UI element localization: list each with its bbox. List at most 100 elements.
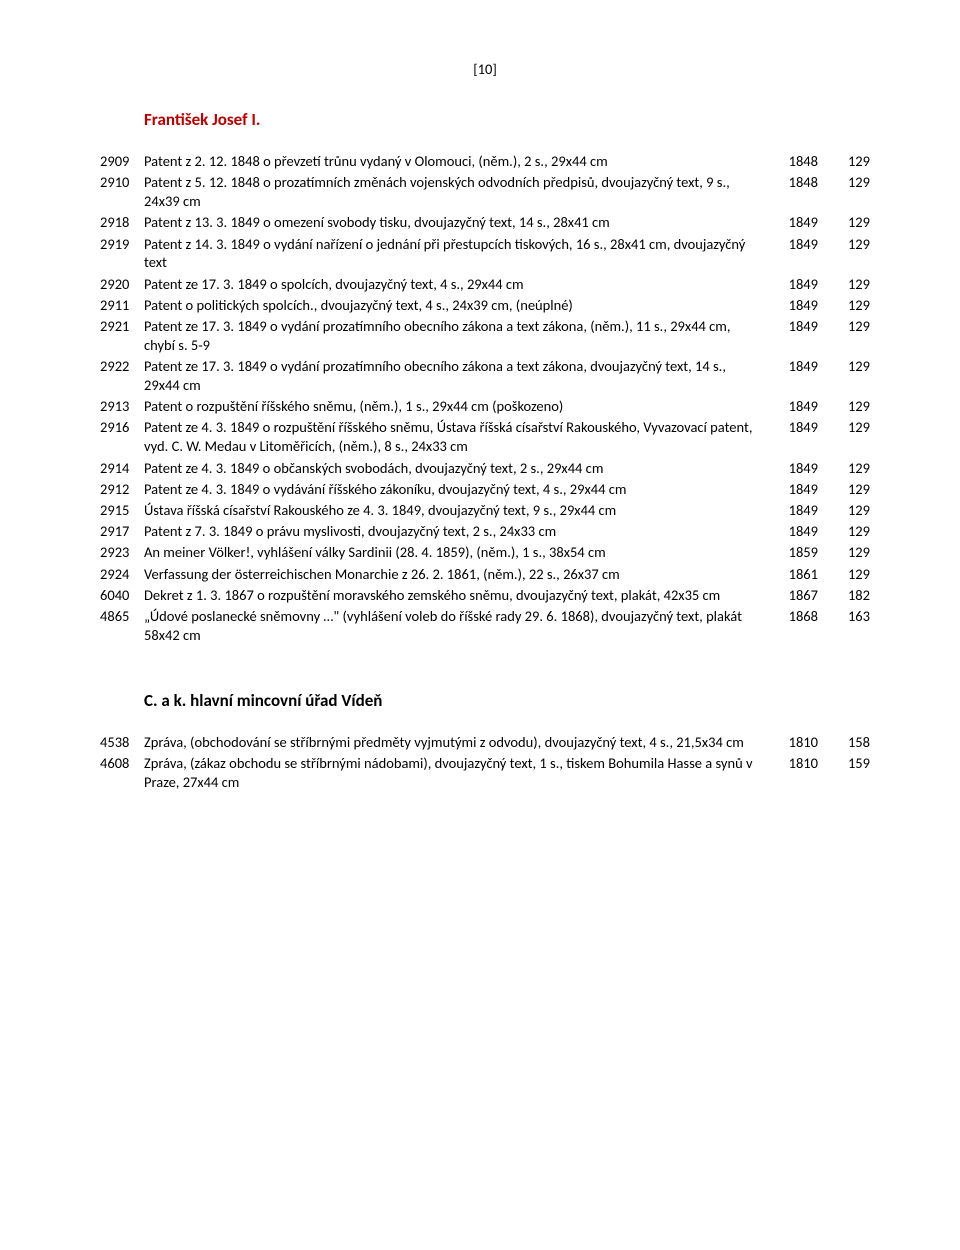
entry-year: 1848 [766,151,834,172]
entry-year: 1849 [766,479,834,500]
entry-description: Patent ze 4. 3. 1849 o občanských svobod… [144,457,766,478]
entry-description: Patent ze 17. 3. 1849 o vydání prozatímn… [144,356,766,396]
entry-ref: 163 [834,606,870,646]
entry-ref: 129 [834,316,870,356]
entry-ref: 129 [834,500,870,521]
entry-year: 1867 [766,585,834,606]
entry-ref: 129 [834,396,870,417]
entry-id: 4538 [100,732,144,753]
entry-ref: 158 [834,732,870,753]
entry-description: Zpráva, (zákaz obchodu se stříbrnými nád… [144,753,766,793]
entry-ref: 129 [834,274,870,295]
entry-id: 2911 [100,295,144,316]
entry-year: 1849 [766,356,834,396]
entry-year: 1849 [766,295,834,316]
page-number: [10] [100,60,870,79]
entry-year: 1849 [766,212,834,233]
entry-ref: 129 [834,542,870,563]
entry-id: 2922 [100,356,144,396]
entry-year: 1848 [766,172,834,212]
entry-description: Verfassung der österreichischen Monarchi… [144,563,766,584]
entry-description: Zpráva, (obchodování se stříbrnými předm… [144,732,766,753]
table-row: 4865„Údové poslanecké sněmovny …" (vyhlá… [100,606,870,646]
entry-description: Patent z 13. 3. 1849 o omezení svobody t… [144,212,766,233]
table-row: 2911Patent o politických spolcích., dvou… [100,295,870,316]
entry-id: 2914 [100,457,144,478]
entry-ref: 129 [834,172,870,212]
entry-year: 1849 [766,233,834,273]
entry-ref: 129 [834,356,870,396]
entry-id: 2909 [100,151,144,172]
entry-id: 2917 [100,521,144,542]
table-row: 2923An meiner Völker!, vyhlášení války S… [100,542,870,563]
entry-year: 1849 [766,316,834,356]
entry-ref: 129 [834,521,870,542]
entry-year: 1861 [766,563,834,584]
entry-ref: 129 [834,233,870,273]
entry-description: Patent z 5. 12. 1848 o prozatímních změn… [144,172,766,212]
entry-year: 1849 [766,500,834,521]
table-row: 2914Patent ze 4. 3. 1849 o občanských sv… [100,457,870,478]
entry-ref: 159 [834,753,870,793]
entry-year: 1868 [766,606,834,646]
entry-year: 1849 [766,417,834,457]
entry-id: 2916 [100,417,144,457]
entry-description: „Údové poslanecké sněmovny …" (vyhlášení… [144,606,766,646]
table-row: 4608Zpráva, (zákaz obchodu se stříbrnými… [100,753,870,793]
entry-ref: 129 [834,151,870,172]
table-row: 2912Patent ze 4. 3. 1849 o vydávání říšs… [100,479,870,500]
entry-id: 2915 [100,500,144,521]
entry-year: 1849 [766,396,834,417]
entry-year: 1810 [766,753,834,793]
entry-description: Patent o politických spolcích., dvoujazy… [144,295,766,316]
entries-table-1: 2909Patent z 2. 12. 1848 o převzetí trůn… [100,151,870,646]
table-row: 2910Patent z 5. 12. 1848 o prozatímních … [100,172,870,212]
entry-ref: 182 [834,585,870,606]
entry-id: 4608 [100,753,144,793]
entry-id: 4865 [100,606,144,646]
entry-description: An meiner Völker!, vyhlášení války Sardi… [144,542,766,563]
entry-description: Patent ze 17. 3. 1849 o spolcích, dvouja… [144,274,766,295]
entry-description: Patent z 14. 3. 1849 o vydání nařízení o… [144,233,766,273]
entry-year: 1849 [766,521,834,542]
table-row: 2913Patent o rozpuštění říšského sněmu, … [100,396,870,417]
entry-id: 2920 [100,274,144,295]
entry-ref: 129 [834,295,870,316]
entry-ref: 129 [834,417,870,457]
entry-year: 1859 [766,542,834,563]
table-row: 2917Patent z 7. 3. 1849 o právu myslivos… [100,521,870,542]
entry-id: 6040 [100,585,144,606]
entry-id: 2919 [100,233,144,273]
table-row: 2919Patent z 14. 3. 1849 o vydání naříze… [100,233,870,273]
entry-year: 1849 [766,274,834,295]
table-row: 2921Patent ze 17. 3. 1849 o vydání proza… [100,316,870,356]
table-row: 4538Zpráva, (obchodování se stříbrnými p… [100,732,870,753]
entry-ref: 129 [834,563,870,584]
entry-description: Patent o rozpuštění říšského sněmu, (něm… [144,396,766,417]
entry-id: 2910 [100,172,144,212]
table-row: 6040Dekret z 1. 3. 1867 o rozpuštění mor… [100,585,870,606]
entry-description: Patent z 2. 12. 1848 o převzetí trůnu vy… [144,151,766,172]
entry-id: 2918 [100,212,144,233]
entry-id: 2924 [100,563,144,584]
entry-id: 2913 [100,396,144,417]
entry-ref: 129 [834,212,870,233]
table-row: 2916Patent ze 4. 3. 1849 o rozpuštění ří… [100,417,870,457]
heading-mincovni-urad: C. a k. hlavní mincovní úřad Vídeň [144,690,870,712]
entries-table-2: 4538Zpráva, (obchodování se stříbrnými p… [100,732,870,793]
table-row: 2915Ústava říšská císařství Rakouského z… [100,500,870,521]
table-row: 2922Patent ze 17. 3. 1849 o vydání proza… [100,356,870,396]
entry-ref: 129 [834,479,870,500]
entry-description: Patent z 7. 3. 1849 o právu myslivosti, … [144,521,766,542]
heading-frantisek: František Josef I. [144,109,870,131]
entry-description: Dekret z 1. 3. 1867 o rozpuštění moravsk… [144,585,766,606]
entry-description: Patent ze 17. 3. 1849 o vydání prozatímn… [144,316,766,356]
table-row: 2920Patent ze 17. 3. 1849 o spolcích, dv… [100,274,870,295]
entry-year: 1810 [766,732,834,753]
table-row: 2924Verfassung der österreichischen Mona… [100,563,870,584]
entry-id: 2923 [100,542,144,563]
entry-id: 2921 [100,316,144,356]
entry-id: 2912 [100,479,144,500]
entry-year: 1849 [766,457,834,478]
table-row: 2909Patent z 2. 12. 1848 o převzetí trůn… [100,151,870,172]
